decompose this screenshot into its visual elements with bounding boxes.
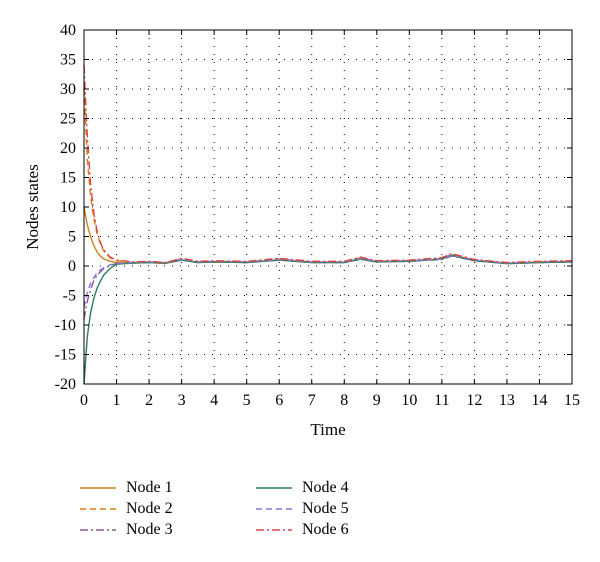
legend-label: Node 1 — [126, 479, 173, 496]
y-tick-label: -10 — [55, 317, 76, 334]
x-tick-label: 7 — [308, 392, 316, 409]
y-tick-label: 35 — [60, 52, 76, 69]
y-tick-label: 30 — [60, 81, 76, 98]
x-axis-ticks: 0 1 2 3 4 5 6 7 8 9 10 11 12 13 14 15 — [80, 30, 580, 409]
series-line-4 — [83, 254, 573, 385]
y-tick-label: -20 — [55, 376, 76, 393]
series-line-5 — [83, 254, 573, 308]
y-tick-label: 15 — [60, 170, 76, 187]
legend-item: Node 2 — [80, 499, 173, 519]
legend: Node 1 Node 2 Node 3 Node 4 Node 5 Node 6 — [80, 478, 480, 548]
series-line-6 — [83, 65, 573, 264]
legend-swatch — [80, 529, 116, 531]
legend-item: Node 6 — [256, 520, 349, 540]
x-tick-label: 8 — [340, 392, 348, 409]
chart-canvas: 0 1 2 3 4 5 6 7 8 9 10 11 12 13 14 15 -20-15-10-5051015… — [23, 22, 580, 439]
y-tick-label: -15 — [55, 347, 76, 364]
y-tick-label: 25 — [60, 111, 76, 128]
legend-swatch — [256, 487, 292, 489]
x-axis-label: Time — [310, 420, 345, 439]
x-tick-label: 3 — [178, 392, 186, 409]
y-tick-label: -5 — [63, 288, 76, 305]
x-tick-label: 2 — [145, 392, 153, 409]
x-tick-label: 13 — [499, 392, 515, 409]
legend-label: Node 2 — [126, 500, 173, 517]
y-tick-label: 20 — [60, 140, 76, 157]
series-line-2 — [83, 88, 573, 264]
legend-item: Node 5 — [256, 499, 349, 519]
series-line-1 — [83, 206, 573, 265]
legend-item: Node 3 — [80, 520, 173, 540]
legend-swatch — [256, 529, 292, 531]
x-tick-label: 10 — [401, 392, 417, 409]
y-axis-label: Nodes states — [23, 164, 42, 249]
x-tick-label: 14 — [531, 392, 547, 409]
x-tick-label: 11 — [434, 392, 449, 409]
series-line-3 — [83, 255, 573, 320]
x-tick-label: 15 — [564, 392, 580, 409]
x-tick-label: 4 — [210, 392, 218, 409]
legend-swatch — [80, 508, 116, 510]
series-lines — [83, 65, 573, 385]
x-tick-label: 0 — [80, 392, 88, 409]
legend-swatch — [80, 487, 116, 489]
y-tick-label: 5 — [68, 229, 76, 246]
legend-label: Node 5 — [302, 500, 349, 517]
x-tick-label: 9 — [373, 392, 381, 409]
legend-item: Node 4 — [256, 478, 349, 498]
x-tick-label: 1 — [113, 392, 121, 409]
legend-item: Node 1 — [80, 478, 173, 498]
y-tick-label: 10 — [60, 199, 76, 216]
grid-lines — [84, 30, 572, 384]
y-tick-label: 0 — [68, 258, 76, 275]
x-tick-label: 12 — [466, 392, 482, 409]
x-tick-label: 6 — [275, 392, 283, 409]
legend-label: Node 3 — [126, 521, 173, 538]
plot-frame — [83, 29, 573, 385]
y-axis-ticks: -20 -15 -10 -5 0 5 10 15 20 25 30 35 40 — [55, 22, 572, 393]
legend-label: Node 4 — [302, 479, 349, 496]
x-tick-label: 5 — [243, 392, 251, 409]
legend-swatch — [256, 508, 292, 510]
y-tick-label: 40 — [60, 22, 76, 39]
legend-label: Node 6 — [302, 521, 349, 538]
